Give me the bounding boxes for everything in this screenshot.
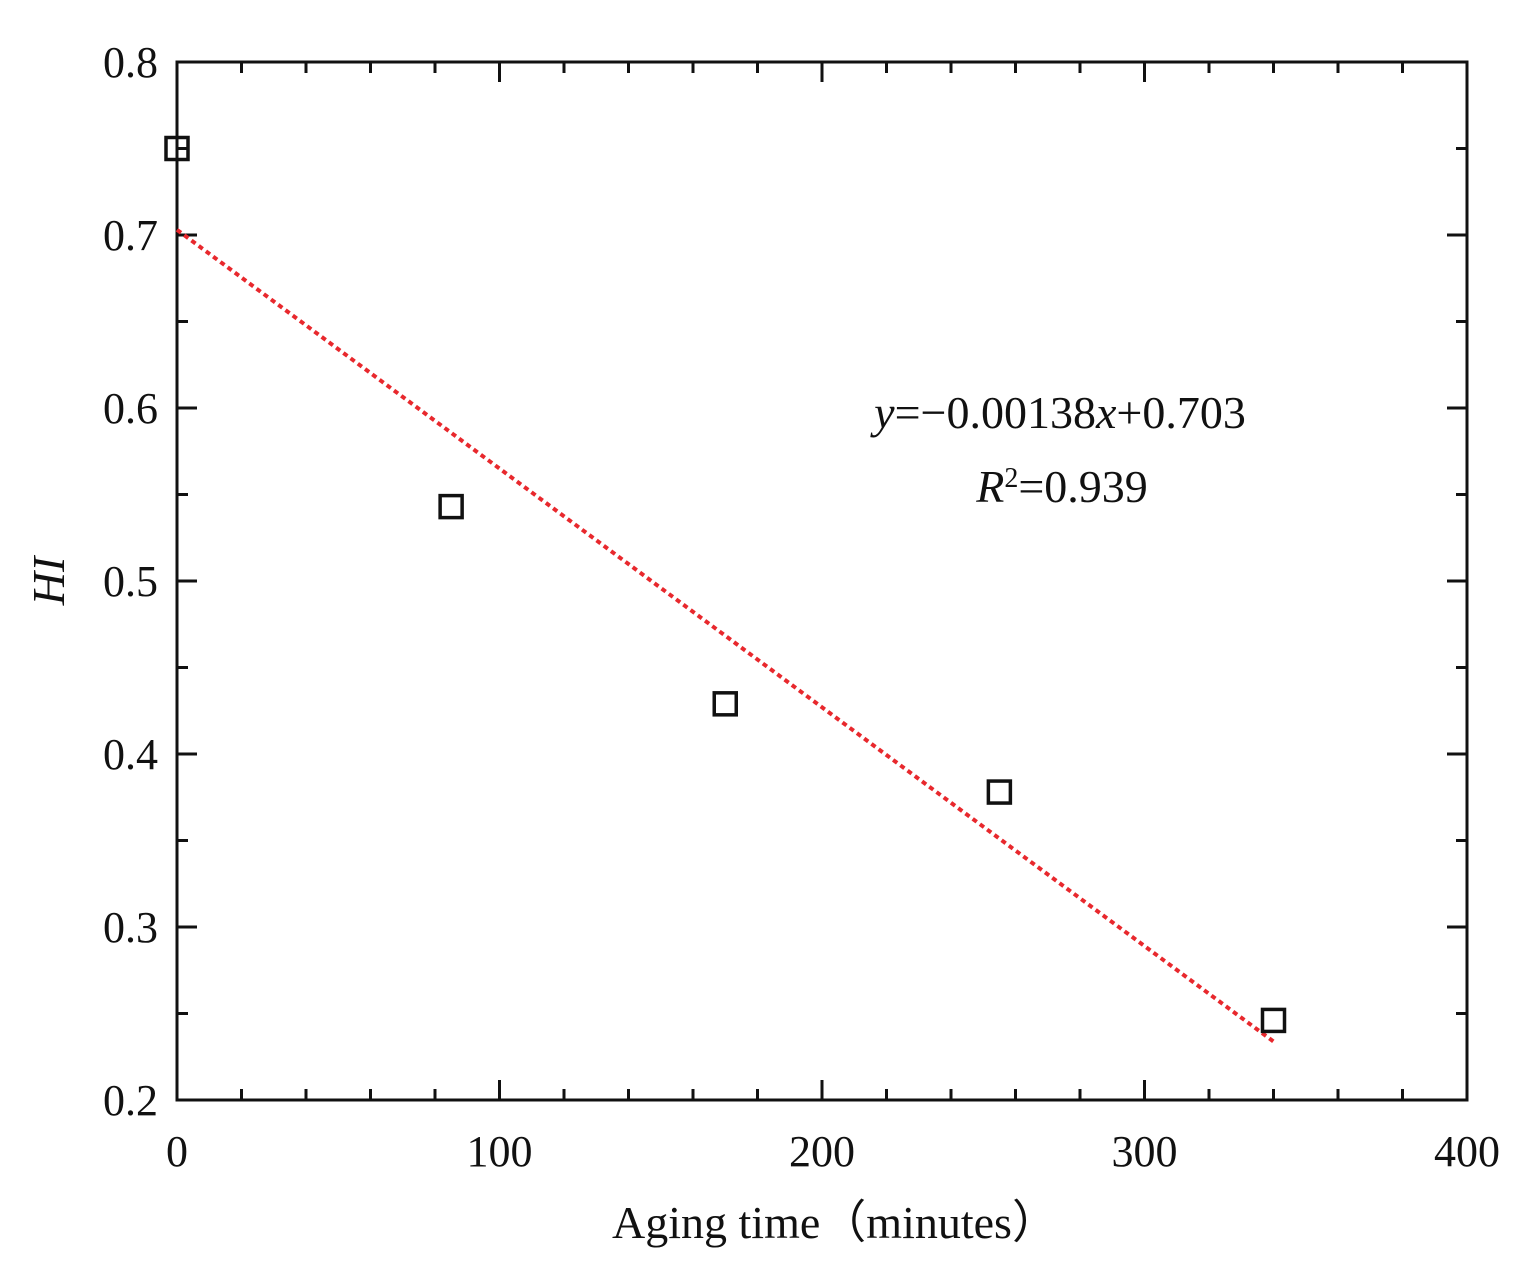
fit-equation-yvar: y xyxy=(870,387,895,438)
y-tick-label: 0.2 xyxy=(103,1076,158,1125)
data-point xyxy=(164,135,190,162)
axis-ticks xyxy=(175,60,1469,1102)
x-tick-label: 0 xyxy=(166,1127,188,1176)
x-tick-label: 100 xyxy=(467,1127,533,1176)
fit-layer xyxy=(175,228,1275,1044)
axis-tick-labels: 0 100 200 300 400 0.2 0.3 0.4 0.5 0.6 0.7 0.8 xyxy=(103,38,1500,1176)
y-tick-label: 0.5 xyxy=(103,557,158,606)
data-point xyxy=(438,493,464,520)
y-tick-label: 0.8 xyxy=(103,38,158,87)
y-tick-label: 0.3 xyxy=(103,903,158,952)
data-point xyxy=(986,779,1013,805)
data-point xyxy=(1260,1007,1287,1034)
fit-r2-exp: 2 xyxy=(1004,463,1018,494)
fit-equation-equals: = xyxy=(895,387,921,438)
y-tick-label: 0.4 xyxy=(103,730,158,779)
fit-line xyxy=(175,228,1275,1044)
fit-equation: y=−0.00138x+0.703 xyxy=(870,387,1246,438)
x-tick-label: 200 xyxy=(789,1127,855,1176)
fit-r2-value: =0.939 xyxy=(1018,461,1147,512)
fit-equation-intercept: 0.703 xyxy=(1142,387,1246,438)
fit-r2: R2=0.939 xyxy=(975,461,1148,512)
fit-equation-minus: − xyxy=(921,387,947,438)
y-tick-label: 0.6 xyxy=(103,384,158,433)
y-tick-label: 0.7 xyxy=(103,211,158,260)
x-axis-title: Aging time（minutes） xyxy=(612,1197,1058,1248)
scatter-points xyxy=(164,135,1287,1034)
fit-equation-plus: + xyxy=(1116,387,1142,438)
y-axis-title: HI xyxy=(23,554,74,606)
data-point xyxy=(712,691,738,717)
fit-equation-xvar: x xyxy=(1095,387,1117,438)
fit-r2-var: R xyxy=(975,461,1004,512)
plot-frame xyxy=(175,60,1469,1102)
x-tick-label: 400 xyxy=(1434,1127,1500,1176)
x-tick-label: 300 xyxy=(1112,1127,1178,1176)
fit-equation-coef: 0.00138 xyxy=(946,387,1096,438)
